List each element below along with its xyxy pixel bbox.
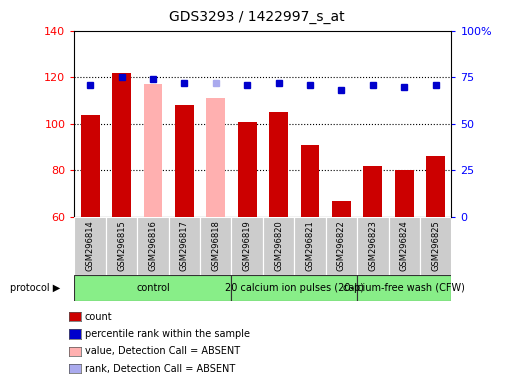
Bar [357,217,389,275]
Bar [389,217,420,275]
Text: rank, Detection Call = ABSENT: rank, Detection Call = ABSENT [85,364,235,374]
Bar [332,201,351,217]
Bar [238,121,256,217]
Bar [144,84,162,217]
Text: GSM296824: GSM296824 [400,220,409,271]
Text: value, Detection Call = ABSENT: value, Detection Call = ABSENT [85,346,240,356]
Text: GSM296817: GSM296817 [180,220,189,271]
Bar [200,217,231,275]
Text: GDS3293 / 1422997_s_at: GDS3293 / 1422997_s_at [169,10,344,23]
Bar [301,145,320,217]
Bar [74,217,106,275]
Text: calcium-free wash (CFW): calcium-free wash (CFW) [343,283,465,293]
Bar [326,217,357,275]
Text: 20 calcium ion pulses (20-p): 20 calcium ion pulses (20-p) [225,283,364,293]
Text: protocol ▶: protocol ▶ [10,283,61,293]
Text: GSM296820: GSM296820 [274,220,283,271]
Text: GSM296823: GSM296823 [368,220,378,271]
Text: GSM296818: GSM296818 [211,220,220,271]
Bar [106,217,137,275]
Bar [269,112,288,217]
Bar [74,275,231,301]
Bar [137,217,169,275]
Bar [231,217,263,275]
Bar [363,166,382,217]
Text: percentile rank within the sample: percentile rank within the sample [85,329,250,339]
Bar [426,156,445,217]
Bar [420,217,451,275]
Text: GSM296822: GSM296822 [337,220,346,271]
Text: GSM296816: GSM296816 [148,220,157,271]
Text: GSM296814: GSM296814 [86,220,94,271]
Bar [169,217,200,275]
Bar [231,275,357,301]
Bar [175,105,194,217]
Bar [112,73,131,217]
Text: GSM296821: GSM296821 [306,220,314,271]
Text: GSM296825: GSM296825 [431,220,440,271]
Text: control: control [136,283,170,293]
Bar [206,98,225,217]
Text: count: count [85,312,112,322]
Bar [294,217,326,275]
Bar [81,114,100,217]
Text: GSM296815: GSM296815 [117,220,126,271]
Bar [263,217,294,275]
Bar [395,170,413,217]
Bar [357,275,451,301]
Text: GSM296819: GSM296819 [243,220,252,271]
